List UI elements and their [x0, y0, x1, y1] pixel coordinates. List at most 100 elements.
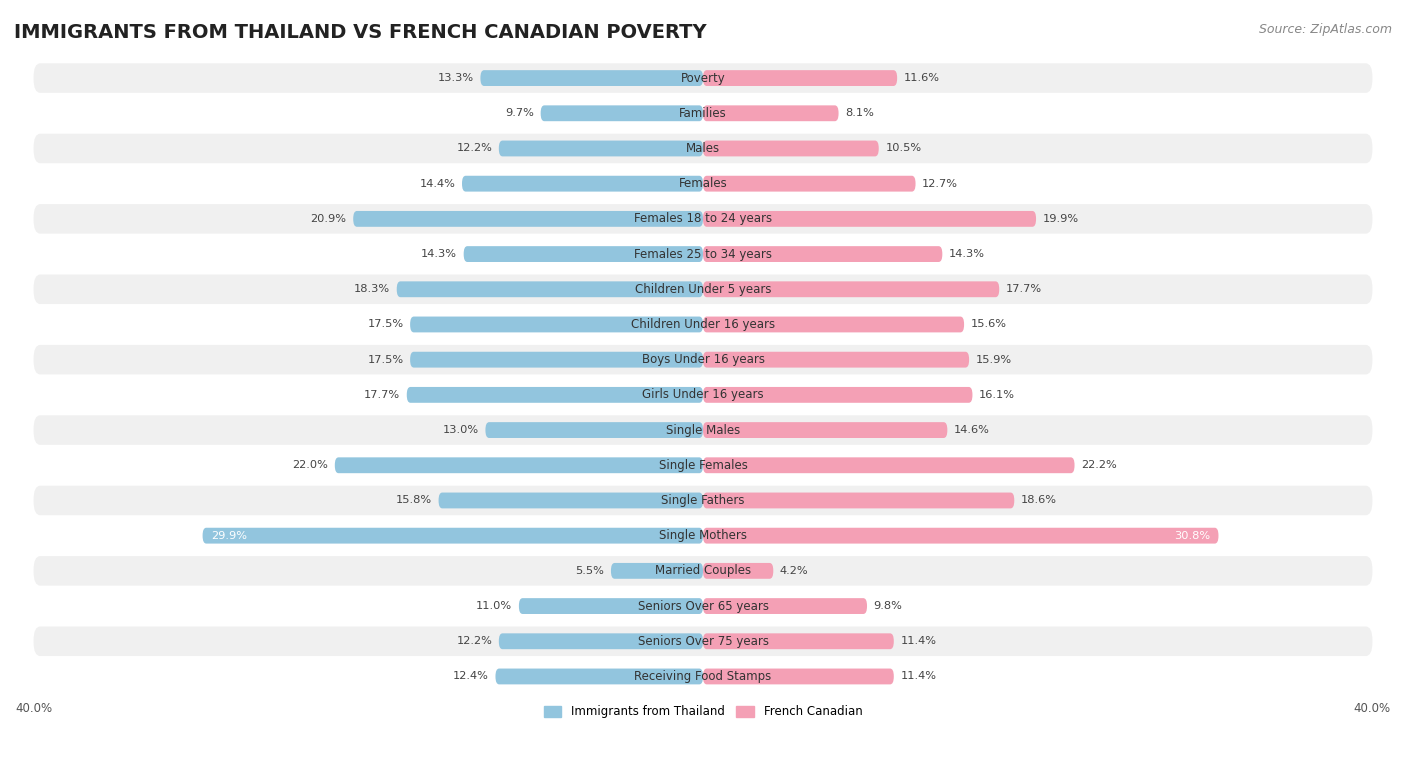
- FancyBboxPatch shape: [463, 176, 703, 192]
- FancyBboxPatch shape: [34, 486, 1372, 515]
- Text: 17.7%: 17.7%: [1005, 284, 1042, 294]
- Text: Males: Males: [686, 142, 720, 155]
- FancyBboxPatch shape: [485, 422, 703, 438]
- Text: 12.4%: 12.4%: [453, 672, 489, 681]
- FancyBboxPatch shape: [34, 415, 1372, 445]
- FancyBboxPatch shape: [406, 387, 703, 402]
- FancyBboxPatch shape: [34, 521, 1372, 550]
- Text: Children Under 16 years: Children Under 16 years: [631, 318, 775, 331]
- FancyBboxPatch shape: [703, 140, 879, 156]
- FancyBboxPatch shape: [703, 317, 965, 333]
- Text: 12.2%: 12.2%: [457, 636, 492, 647]
- Text: Females 18 to 24 years: Females 18 to 24 years: [634, 212, 772, 225]
- FancyBboxPatch shape: [541, 105, 703, 121]
- Text: Married Couples: Married Couples: [655, 565, 751, 578]
- Text: 16.1%: 16.1%: [979, 390, 1015, 400]
- Text: Females: Females: [679, 177, 727, 190]
- Text: Children Under 5 years: Children Under 5 years: [634, 283, 772, 296]
- FancyBboxPatch shape: [34, 64, 1372, 93]
- FancyBboxPatch shape: [34, 626, 1372, 656]
- Text: 5.5%: 5.5%: [575, 566, 605, 576]
- Text: Single Females: Single Females: [658, 459, 748, 471]
- FancyBboxPatch shape: [499, 634, 703, 649]
- FancyBboxPatch shape: [34, 591, 1372, 621]
- Text: 14.6%: 14.6%: [955, 425, 990, 435]
- FancyBboxPatch shape: [703, 105, 838, 121]
- FancyBboxPatch shape: [703, 281, 1000, 297]
- Text: Boys Under 16 years: Boys Under 16 years: [641, 353, 765, 366]
- Text: 15.6%: 15.6%: [970, 319, 1007, 330]
- FancyBboxPatch shape: [34, 556, 1372, 586]
- FancyBboxPatch shape: [411, 317, 703, 333]
- Text: 9.8%: 9.8%: [873, 601, 903, 611]
- FancyBboxPatch shape: [34, 345, 1372, 374]
- FancyBboxPatch shape: [34, 310, 1372, 340]
- Text: 9.7%: 9.7%: [505, 108, 534, 118]
- FancyBboxPatch shape: [703, 634, 894, 649]
- Text: 29.9%: 29.9%: [211, 531, 247, 540]
- FancyBboxPatch shape: [464, 246, 703, 262]
- FancyBboxPatch shape: [703, 669, 894, 684]
- FancyBboxPatch shape: [34, 99, 1372, 128]
- FancyBboxPatch shape: [703, 352, 969, 368]
- Text: 14.4%: 14.4%: [419, 179, 456, 189]
- FancyBboxPatch shape: [495, 669, 703, 684]
- Text: 15.9%: 15.9%: [976, 355, 1012, 365]
- FancyBboxPatch shape: [519, 598, 703, 614]
- Text: 22.2%: 22.2%: [1081, 460, 1116, 470]
- FancyBboxPatch shape: [703, 387, 973, 402]
- Text: 18.6%: 18.6%: [1021, 496, 1057, 506]
- Text: 17.7%: 17.7%: [364, 390, 401, 400]
- Text: 17.5%: 17.5%: [367, 319, 404, 330]
- FancyBboxPatch shape: [34, 204, 1372, 233]
- Text: 18.3%: 18.3%: [354, 284, 389, 294]
- Text: Receiving Food Stamps: Receiving Food Stamps: [634, 670, 772, 683]
- FancyBboxPatch shape: [703, 528, 1219, 543]
- FancyBboxPatch shape: [703, 493, 1014, 509]
- Text: 10.5%: 10.5%: [886, 143, 921, 153]
- Text: 11.4%: 11.4%: [900, 636, 936, 647]
- Text: 12.2%: 12.2%: [457, 143, 492, 153]
- Text: Females 25 to 34 years: Females 25 to 34 years: [634, 248, 772, 261]
- FancyBboxPatch shape: [34, 274, 1372, 304]
- FancyBboxPatch shape: [439, 493, 703, 509]
- Text: 17.5%: 17.5%: [367, 355, 404, 365]
- Text: 11.6%: 11.6%: [904, 73, 939, 83]
- Text: 8.1%: 8.1%: [845, 108, 875, 118]
- Text: Poverty: Poverty: [681, 71, 725, 85]
- FancyBboxPatch shape: [34, 450, 1372, 480]
- FancyBboxPatch shape: [411, 352, 703, 368]
- Text: IMMIGRANTS FROM THAILAND VS FRENCH CANADIAN POVERTY: IMMIGRANTS FROM THAILAND VS FRENCH CANAD…: [14, 23, 707, 42]
- FancyBboxPatch shape: [481, 70, 703, 86]
- FancyBboxPatch shape: [34, 133, 1372, 163]
- FancyBboxPatch shape: [353, 211, 703, 227]
- FancyBboxPatch shape: [34, 169, 1372, 199]
- FancyBboxPatch shape: [703, 598, 868, 614]
- Text: 14.3%: 14.3%: [420, 249, 457, 259]
- FancyBboxPatch shape: [703, 563, 773, 579]
- Text: 13.0%: 13.0%: [443, 425, 478, 435]
- Text: 4.2%: 4.2%: [780, 566, 808, 576]
- Text: Single Fathers: Single Fathers: [661, 494, 745, 507]
- Text: 20.9%: 20.9%: [311, 214, 346, 224]
- Text: Source: ZipAtlas.com: Source: ZipAtlas.com: [1258, 23, 1392, 36]
- Text: Single Mothers: Single Mothers: [659, 529, 747, 542]
- FancyBboxPatch shape: [34, 380, 1372, 409]
- Text: 14.3%: 14.3%: [949, 249, 986, 259]
- FancyBboxPatch shape: [703, 457, 1074, 473]
- Text: 13.3%: 13.3%: [437, 73, 474, 83]
- Text: 22.0%: 22.0%: [292, 460, 328, 470]
- Text: 30.8%: 30.8%: [1174, 531, 1211, 540]
- FancyBboxPatch shape: [335, 457, 703, 473]
- Text: 11.0%: 11.0%: [477, 601, 512, 611]
- FancyBboxPatch shape: [499, 140, 703, 156]
- Text: Seniors Over 75 years: Seniors Over 75 years: [637, 634, 769, 648]
- Text: Single Males: Single Males: [666, 424, 740, 437]
- Text: Families: Families: [679, 107, 727, 120]
- Legend: Immigrants from Thailand, French Canadian: Immigrants from Thailand, French Canadia…: [538, 700, 868, 723]
- FancyBboxPatch shape: [703, 70, 897, 86]
- Text: 12.7%: 12.7%: [922, 179, 959, 189]
- FancyBboxPatch shape: [34, 240, 1372, 269]
- FancyBboxPatch shape: [34, 662, 1372, 691]
- FancyBboxPatch shape: [612, 563, 703, 579]
